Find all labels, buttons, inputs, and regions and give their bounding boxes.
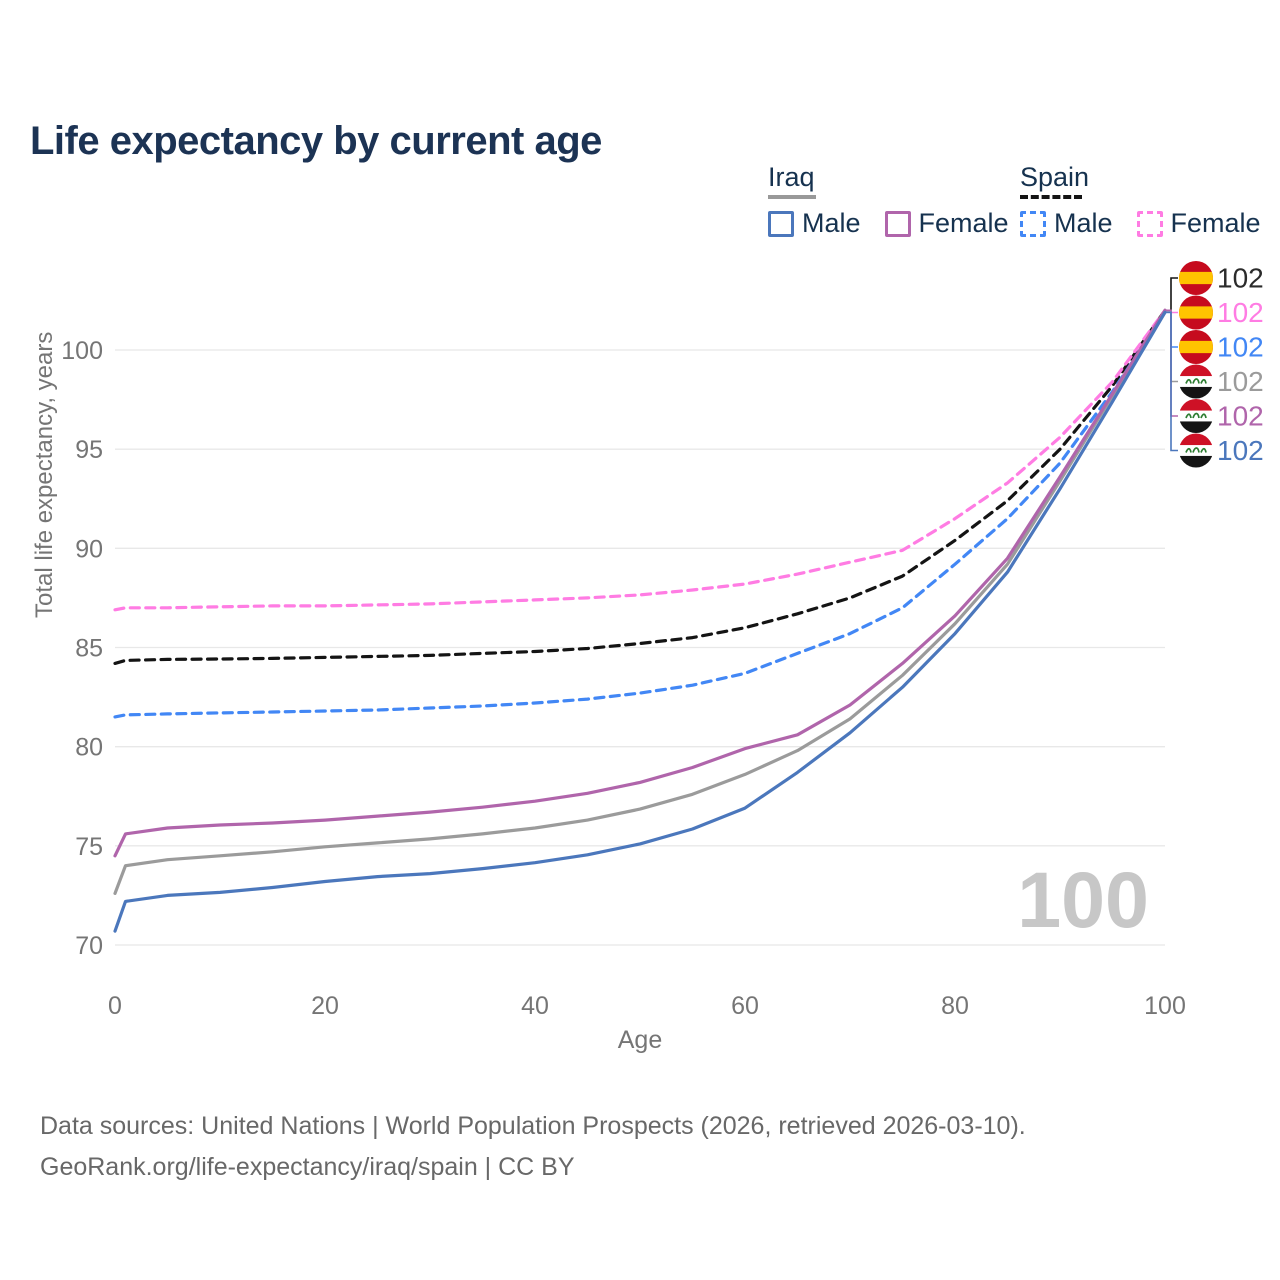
- legend-item-label: Male: [802, 208, 861, 238]
- x-tick-label: 100: [1144, 992, 1186, 1020]
- x-axis-title: Age: [617, 1026, 663, 1054]
- iraq-flag-icon: [1179, 364, 1213, 399]
- x-tick-label: 0: [108, 992, 122, 1020]
- end-label-leader-line: [1166, 309, 1178, 417]
- legend-country-iraq[interactable]: Iraq: [768, 162, 815, 192]
- end-label-leader-line: [1166, 311, 1178, 452]
- legend-item-label: Male: [1054, 208, 1113, 238]
- spain-flag-icon: [1179, 261, 1213, 295]
- page-title: Life expectancy by current age: [30, 118, 602, 163]
- footer-attribution: Data sources: United Nations | World Pop…: [40, 1106, 1026, 1188]
- y-tick-label: 75: [75, 833, 103, 861]
- iraq-line-style-swatch: [768, 195, 816, 199]
- spain-flag-icon: [1179, 295, 1213, 330]
- spain-female-swatch-icon: [1136, 210, 1163, 237]
- end-label-leader-line: [1166, 311, 1178, 348]
- legend-item-spain-female[interactable]: Female: [1136, 208, 1261, 239]
- series-end-value-iraq-female: 102: [1217, 401, 1264, 432]
- series-line-iraq-total[interactable]: [113, 308, 1167, 895]
- iraq-flag-icon: [1179, 399, 1213, 433]
- series-line-spain-total[interactable]: [113, 308, 1167, 665]
- y-tick-label: 95: [75, 436, 103, 464]
- end-label-leader-line: [1166, 277, 1178, 312]
- iraq-flag-icon: [1179, 433, 1213, 468]
- iraq-female-swatch-icon: [884, 210, 911, 237]
- legend-country-spain[interactable]: Spain: [1020, 162, 1090, 192]
- legend-item-spain-male[interactable]: Male: [1020, 208, 1113, 239]
- y-tick-label: 70: [75, 932, 103, 960]
- series-line-iraq-female[interactable]: [113, 308, 1167, 858]
- footer-license: GeoRank.org/life-expectancy/iraq/spain |…: [40, 1153, 575, 1181]
- series-end-value-spain-male: 102: [1217, 332, 1264, 363]
- hover-age-indicator: 100: [1017, 855, 1149, 944]
- x-tick-label: 80: [941, 992, 969, 1020]
- series-end-value-spain-total: 102: [1217, 263, 1264, 294]
- x-tick-label: 40: [521, 992, 549, 1020]
- legend-item-label: Female: [918, 208, 1009, 238]
- legend-group-spain: Spain Male Female: [1020, 162, 1261, 239]
- legend-item-label: Female: [1170, 208, 1261, 238]
- legend-item-iraq-female[interactable]: Female: [884, 208, 1009, 239]
- spain-flag-icon: [1179, 330, 1213, 364]
- y-tick-label: 85: [75, 635, 103, 663]
- series-end-value-iraq-male: 102: [1217, 435, 1264, 466]
- series-line-spain-female[interactable]: [113, 308, 1167, 612]
- iraq-male-swatch-icon: [768, 210, 794, 237]
- spain-line-style-swatch: [1020, 195, 1082, 199]
- y-tick-label: 80: [75, 734, 103, 762]
- x-tick-label: 20: [311, 992, 339, 1020]
- end-label-leader-line: [1166, 309, 1178, 383]
- y-tick-label: 90: [75, 535, 103, 563]
- legend-item-iraq-male[interactable]: Male: [768, 208, 861, 239]
- series-line-spain-male[interactable]: [113, 310, 1167, 719]
- footer-data-sources: Data sources: United Nations | World Pop…: [40, 1112, 1026, 1140]
- legend-group-iraq: Iraq Male Female: [768, 162, 1009, 239]
- series-end-value-spain-female: 102: [1217, 297, 1264, 328]
- series-end-value-iraq-total: 102: [1217, 366, 1264, 397]
- y-tick-label: 100: [61, 337, 103, 365]
- x-tick-label: 60: [731, 992, 759, 1020]
- series-line-iraq-male[interactable]: [113, 310, 1167, 933]
- spain-male-swatch-icon: [1020, 210, 1046, 237]
